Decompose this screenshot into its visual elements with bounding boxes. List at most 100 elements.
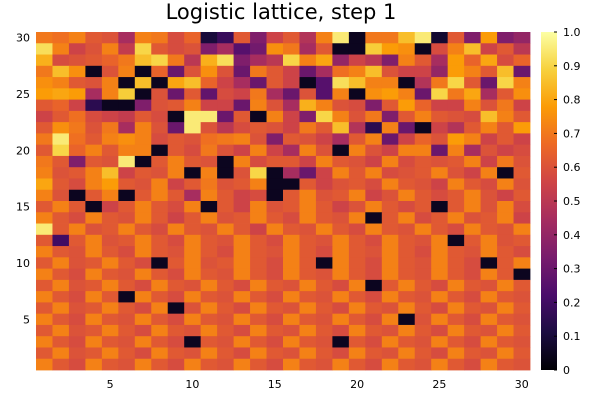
heatmap-cell: [134, 189, 152, 202]
heatmap-cell: [299, 32, 317, 44]
heatmap-cell: [414, 155, 432, 168]
heatmap-cell: [381, 122, 399, 134]
heatmap-cell: [52, 77, 70, 89]
x-tick-label: 10: [185, 378, 199, 391]
heatmap-cell: [134, 99, 152, 112]
heatmap-cell: [299, 201, 317, 213]
heatmap-cell: [381, 54, 399, 67]
heatmap-cell: [52, 313, 70, 326]
heatmap-cell: [52, 43, 70, 55]
heatmap-cell: [134, 155, 152, 168]
heatmap-cell: [365, 246, 383, 258]
heatmap-cell: [315, 32, 333, 44]
heatmap-cell: [167, 99, 185, 112]
heatmap-cell: [480, 77, 498, 89]
heatmap-cell: [398, 257, 416, 269]
heatmap-cell: [134, 88, 152, 100]
heatmap-cell: [398, 291, 416, 303]
heatmap-cell: [513, 291, 531, 303]
heatmap-cell: [36, 167, 53, 179]
heatmap-cell: [299, 234, 317, 247]
heatmap-cell: [381, 178, 399, 191]
heatmap-cell: [513, 302, 531, 315]
heatmap-cell: [167, 110, 185, 123]
heatmap-cell: [52, 234, 70, 247]
heatmap-cell: [480, 246, 498, 258]
heatmap-cell: [233, 347, 251, 360]
heatmap-cell: [217, 347, 234, 360]
heatmap-cell: [398, 110, 416, 123]
heatmap-cell: [68, 358, 86, 371]
heatmap-cell: [233, 155, 251, 168]
heatmap-cell: [480, 144, 498, 157]
heatmap-cell: [315, 155, 333, 168]
heatmap-cell: [101, 144, 119, 157]
heatmap-cell: [299, 268, 317, 281]
heatmap-cell: [513, 65, 531, 78]
heatmap-cell: [200, 189, 218, 202]
heatmap-cell: [299, 358, 317, 371]
heatmap-cell: [431, 347, 449, 360]
heatmap-cell: [200, 257, 218, 269]
heatmap-cell: [167, 291, 185, 303]
heatmap-cell: [447, 167, 465, 179]
heatmap-cell: [118, 133, 136, 146]
heatmap-cell: [184, 122, 202, 134]
heatmap-cell: [497, 65, 514, 78]
heatmap-cell: [85, 291, 103, 303]
heatmap-cell: [167, 212, 185, 224]
heatmap-cell: [480, 65, 498, 78]
heatmap-cell: [36, 347, 53, 360]
heatmap-cell: [332, 313, 350, 326]
heatmap-cell: [414, 302, 432, 315]
heatmap-cell: [151, 358, 169, 371]
heatmap-cell: [85, 99, 103, 112]
heatmap-cell: [332, 212, 350, 224]
heatmap-cell: [464, 212, 481, 224]
heatmap-cell: [365, 212, 383, 224]
heatmap-cell: [447, 279, 465, 292]
heatmap-cell: [250, 155, 267, 168]
heatmap-cell: [167, 279, 185, 292]
heatmap-cell: [447, 313, 465, 326]
heatmap-cell: [315, 234, 333, 247]
heatmap-cell: [184, 167, 202, 179]
heatmap-cell: [200, 336, 218, 348]
heatmap-cell: [497, 246, 514, 258]
heatmap-cell: [134, 212, 152, 224]
heatmap-cell: [299, 313, 317, 326]
heatmap-cell: [217, 77, 234, 89]
heatmap-cell: [200, 201, 218, 213]
heatmap-cell: [497, 257, 514, 269]
heatmap-cell: [381, 133, 399, 146]
heatmap-cell: [167, 268, 185, 281]
heatmap-cell: [151, 324, 169, 337]
heatmap-cell: [233, 88, 251, 100]
heatmap-cell: [101, 189, 119, 202]
heatmap-cell: [447, 178, 465, 191]
heatmap-cell: [184, 246, 202, 258]
heatmap-cell: [233, 167, 251, 179]
heatmap-cell: [233, 291, 251, 303]
heatmap-cell: [414, 246, 432, 258]
heatmap-cell: [217, 324, 234, 337]
heatmap-cell: [398, 88, 416, 100]
heatmap-cell: [118, 77, 136, 89]
heatmap-cell: [250, 167, 267, 179]
heatmap-cell: [283, 110, 300, 123]
heatmap-cell: [513, 122, 531, 134]
heatmap-cell: [283, 324, 300, 337]
heatmap-cell: [68, 313, 86, 326]
heatmap-cell: [151, 133, 169, 146]
heatmap-cell: [233, 234, 251, 247]
heatmap-cell: [118, 189, 136, 202]
heatmap-cell: [200, 358, 218, 371]
heatmap-cell: [68, 212, 86, 224]
heatmap-cell: [497, 32, 514, 44]
heatmap-cell: [151, 32, 169, 44]
heatmap-cell: [332, 144, 350, 157]
heatmap-cell: [381, 291, 399, 303]
heatmap-cell: [151, 155, 169, 168]
heatmap-cell: [101, 178, 119, 191]
heatmap-cell: [266, 324, 284, 337]
